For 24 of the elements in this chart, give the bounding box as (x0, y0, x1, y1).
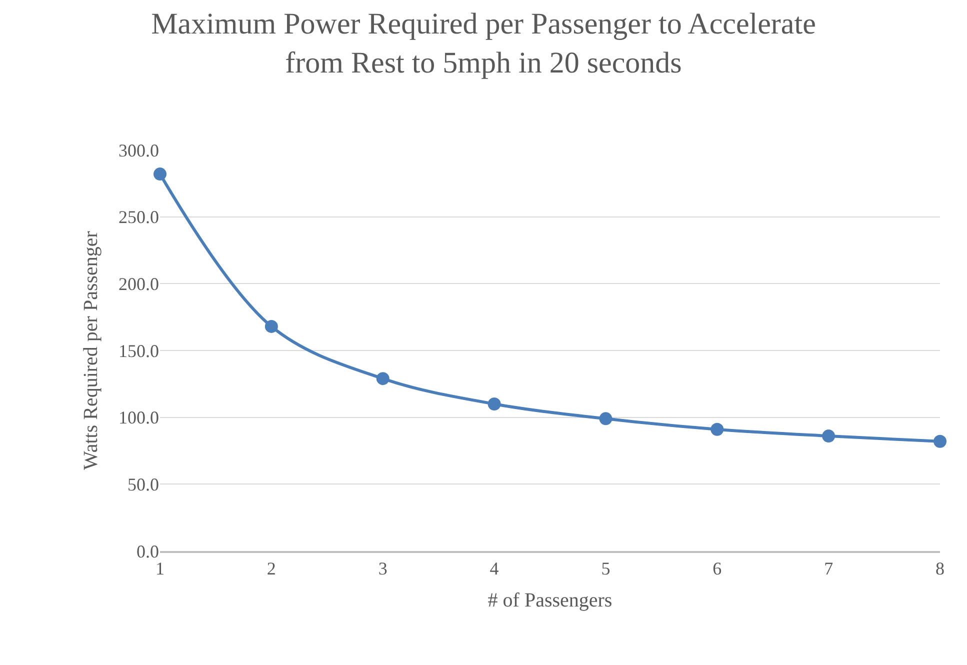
y-tick-label: 50.0 (128, 474, 159, 494)
x-tick-label: 2 (266, 558, 276, 578)
chart-title: Maximum Power Required per Passenger to Accelerate from Rest to 5mph in 20 seconds (151, 7, 816, 80)
x-axis-title: # of Passengers (488, 589, 612, 612)
y-tick-label: 150.0 (118, 340, 159, 361)
x-tick-label: 8 (936, 558, 944, 578)
point (264, 320, 278, 333)
x-tick-label: 4 (490, 558, 499, 578)
y-tick-label: 250.0 (118, 207, 159, 228)
y-axis-title: Watts Required per Passenger (80, 230, 102, 470)
x-tick-label: 6 (712, 558, 722, 578)
point (376, 372, 390, 386)
y-tick-label: 300.0 (118, 140, 159, 160)
x-tick-label: 3 (378, 558, 388, 578)
y-tick-label: 100.0 (118, 408, 159, 428)
point (488, 397, 501, 410)
x-tick-label: 7 (824, 558, 834, 578)
y-tick-label: 200.0 (118, 274, 159, 294)
point (154, 168, 166, 181)
point (934, 434, 946, 448)
point (710, 422, 724, 436)
x-tick-label: 5 (601, 558, 610, 578)
point (822, 430, 836, 443)
point (599, 412, 612, 426)
